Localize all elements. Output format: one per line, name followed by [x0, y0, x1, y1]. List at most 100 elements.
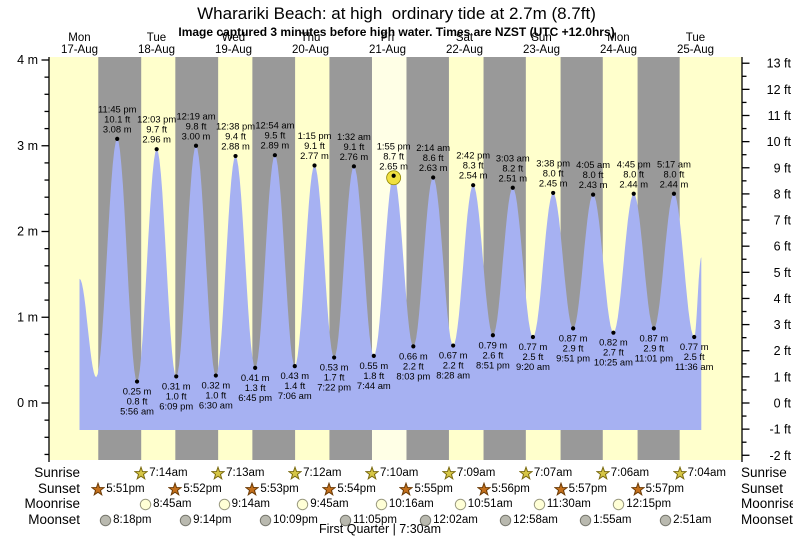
svg-text:2.5 ft: 2.5 ft	[684, 351, 705, 362]
astro-time: 10:16am	[388, 498, 434, 510]
tide-high-label: 1:55 pm8.7 ft2.65 m	[377, 140, 411, 171]
day-date-label: 20-Aug	[292, 44, 329, 56]
moonrise-marker: 11:30am	[533, 496, 591, 512]
right-axis-tick-label: 3 ft	[774, 318, 792, 332]
svg-text:3.00 m: 3.00 m	[182, 130, 211, 141]
svg-text:0.77 m: 0.77 m	[680, 341, 709, 352]
day-name-label: Mon	[607, 32, 629, 44]
tide-event-dot	[692, 334, 697, 340]
moonrise-label-left: Moonrise	[24, 496, 80, 511]
svg-text:9:20 am: 9:20 am	[516, 361, 550, 372]
astro-time: 2:51am	[673, 514, 712, 526]
svg-text:11:36 am: 11:36 am	[675, 361, 714, 372]
moonset-row: Moonset Moonset 8:18pm 9:14pm 10:09pm 11:05…	[0, 512, 793, 528]
svg-text:1.3 ft: 1.3 ft	[245, 382, 266, 393]
right-axis-tick-label: 4 ft	[774, 292, 792, 306]
right-axis-tick-label: -2 ft	[769, 449, 791, 463]
svg-text:2.89 m: 2.89 m	[261, 140, 290, 151]
sunrise-label-left: Sunrise	[34, 465, 80, 480]
day-name-label: Sat	[456, 32, 474, 44]
page-title: Wharariki Beach: at high ordinary tide a…	[197, 4, 596, 23]
svg-text:1.7 ft: 1.7 ft	[324, 372, 345, 383]
day-name-label: Mon	[68, 32, 90, 44]
sunset-icon	[322, 482, 337, 496]
tide-low-label: 0.66 m2.2 ft8:03 pm	[396, 350, 430, 381]
tide-low-label: 0.55 m1.8 ft7:44 am	[357, 360, 391, 391]
sunrise-icon	[288, 466, 303, 480]
tide-high-label: 4:05 am8.0 ft2.43 m	[576, 159, 610, 190]
right-axis-tick-label: 0 ft	[774, 397, 792, 411]
astro-time: 7:04am	[687, 467, 727, 479]
right-axis-tick-label: 1 ft	[774, 370, 792, 384]
tide-low-label: 0.79 m2.6 ft8:51 pm	[476, 339, 510, 370]
svg-text:9.7 ft: 9.7 ft	[146, 124, 167, 135]
moonrise-icon	[297, 498, 309, 511]
sunset-icon	[476, 482, 491, 496]
svg-text:0.87 m: 0.87 m	[640, 332, 669, 343]
tide-low-label: 0.87 m2.9 ft9:51 pm	[556, 332, 590, 363]
tide-high-label: 2:14 am8.6 ft2.63 m	[416, 142, 450, 173]
astro-time: 12:15pm	[626, 498, 672, 510]
svg-text:9.5 ft: 9.5 ft	[264, 130, 285, 141]
left-axis-tick-label: 1 m	[17, 310, 38, 324]
svg-text:2.2 ft: 2.2 ft	[403, 360, 424, 371]
tide-low-label: 0.41 m1.3 ft6:45 pm	[238, 372, 272, 403]
tide-high-label: 12:19 am9.8 ft3.00 m	[176, 110, 215, 141]
tide-event-dot	[371, 353, 376, 358]
right-axis-tick-label: -1 ft	[769, 423, 791, 437]
left-axis-tick-label: 2 m	[17, 225, 38, 239]
day-name-label: Tue	[147, 32, 166, 44]
svg-text:1.0 ft: 1.0 ft	[205, 390, 226, 401]
right-axis-tick-label: 6 ft	[774, 240, 792, 254]
svg-text:2.5 ft: 2.5 ft	[523, 351, 544, 362]
svg-text:6:09 pm: 6:09 pm	[159, 400, 193, 411]
moonrise-marker: 12:15pm	[612, 496, 671, 512]
astro-time: 8:18pm	[113, 514, 152, 526]
svg-text:2.88 m: 2.88 m	[221, 141, 250, 152]
svg-text:3:03 am: 3:03 am	[496, 152, 530, 163]
sunrise-row: Sunrise Sunrise 7:14am 7:13am 7:12am 7:10am…	[0, 465, 793, 481]
svg-text:2.7 ft: 2.7 ft	[603, 347, 624, 358]
tide-event-dot	[490, 333, 495, 338]
tide-event-dot	[193, 143, 199, 148]
tide-event-dot	[611, 330, 616, 335]
moonset-marker: 2:51am	[659, 512, 711, 528]
tide-curve	[79, 138, 702, 430]
astro-time: 5:54pm	[337, 483, 376, 495]
svg-text:3.08 m: 3.08 m	[103, 123, 132, 134]
moonrise-label-right: Moonrise	[741, 496, 793, 511]
sunrise-icon	[672, 466, 687, 480]
moonset-marker: 8:18pm	[99, 512, 151, 528]
sunrise-icon	[211, 466, 226, 480]
tide-low-label: 0.77 m2.5 ft9:20 am	[516, 341, 550, 372]
tide-high-label: 3:38 pm8.0 ft2.45 m	[536, 157, 570, 188]
svg-text:2.9 ft: 2.9 ft	[563, 342, 584, 353]
svg-text:11:45 pm: 11:45 pm	[98, 103, 137, 114]
sunrise-icon	[134, 466, 149, 480]
sunset-marker: 5:53pm	[245, 481, 299, 497]
tide-high-label: 2:42 pm8.3 ft2.54 m	[456, 150, 490, 181]
sunset-icon	[168, 482, 183, 496]
tide-high-label: 1:32 am9.1 ft2.76 m	[337, 131, 371, 162]
sunrise-marker: 7:12am	[288, 465, 341, 481]
svg-text:4:45 pm: 4:45 pm	[617, 158, 651, 169]
astro-time: 7:06am	[610, 467, 650, 479]
moonset-marker: 10:09pm	[259, 512, 318, 528]
sunrise-icon	[518, 466, 533, 480]
moonset-icon	[99, 514, 112, 527]
svg-text:0.55 m: 0.55 m	[359, 360, 388, 371]
svg-text:0.67 m: 0.67 m	[439, 350, 468, 361]
sunrise-marker: 7:09am	[441, 465, 495, 481]
right-axis	[741, 57, 750, 462]
tide-event-dot	[292, 364, 297, 369]
tide-event-dot	[233, 153, 238, 159]
tide-low-label: 0.67 m2.2 ft8:28 am	[436, 350, 470, 381]
svg-text:0.31 m: 0.31 m	[162, 380, 191, 391]
svg-text:7:22 pm: 7:22 pm	[317, 382, 351, 393]
svg-text:1.8 ft: 1.8 ft	[363, 370, 384, 381]
tide-high-label: 12:38 pm9.4 ft2.88 m	[216, 121, 255, 152]
moonrise-marker: 9:14am	[218, 496, 270, 512]
moonrise-marker: 10:16am	[375, 496, 434, 512]
left-axis-tick-label: 0 m	[17, 396, 38, 410]
